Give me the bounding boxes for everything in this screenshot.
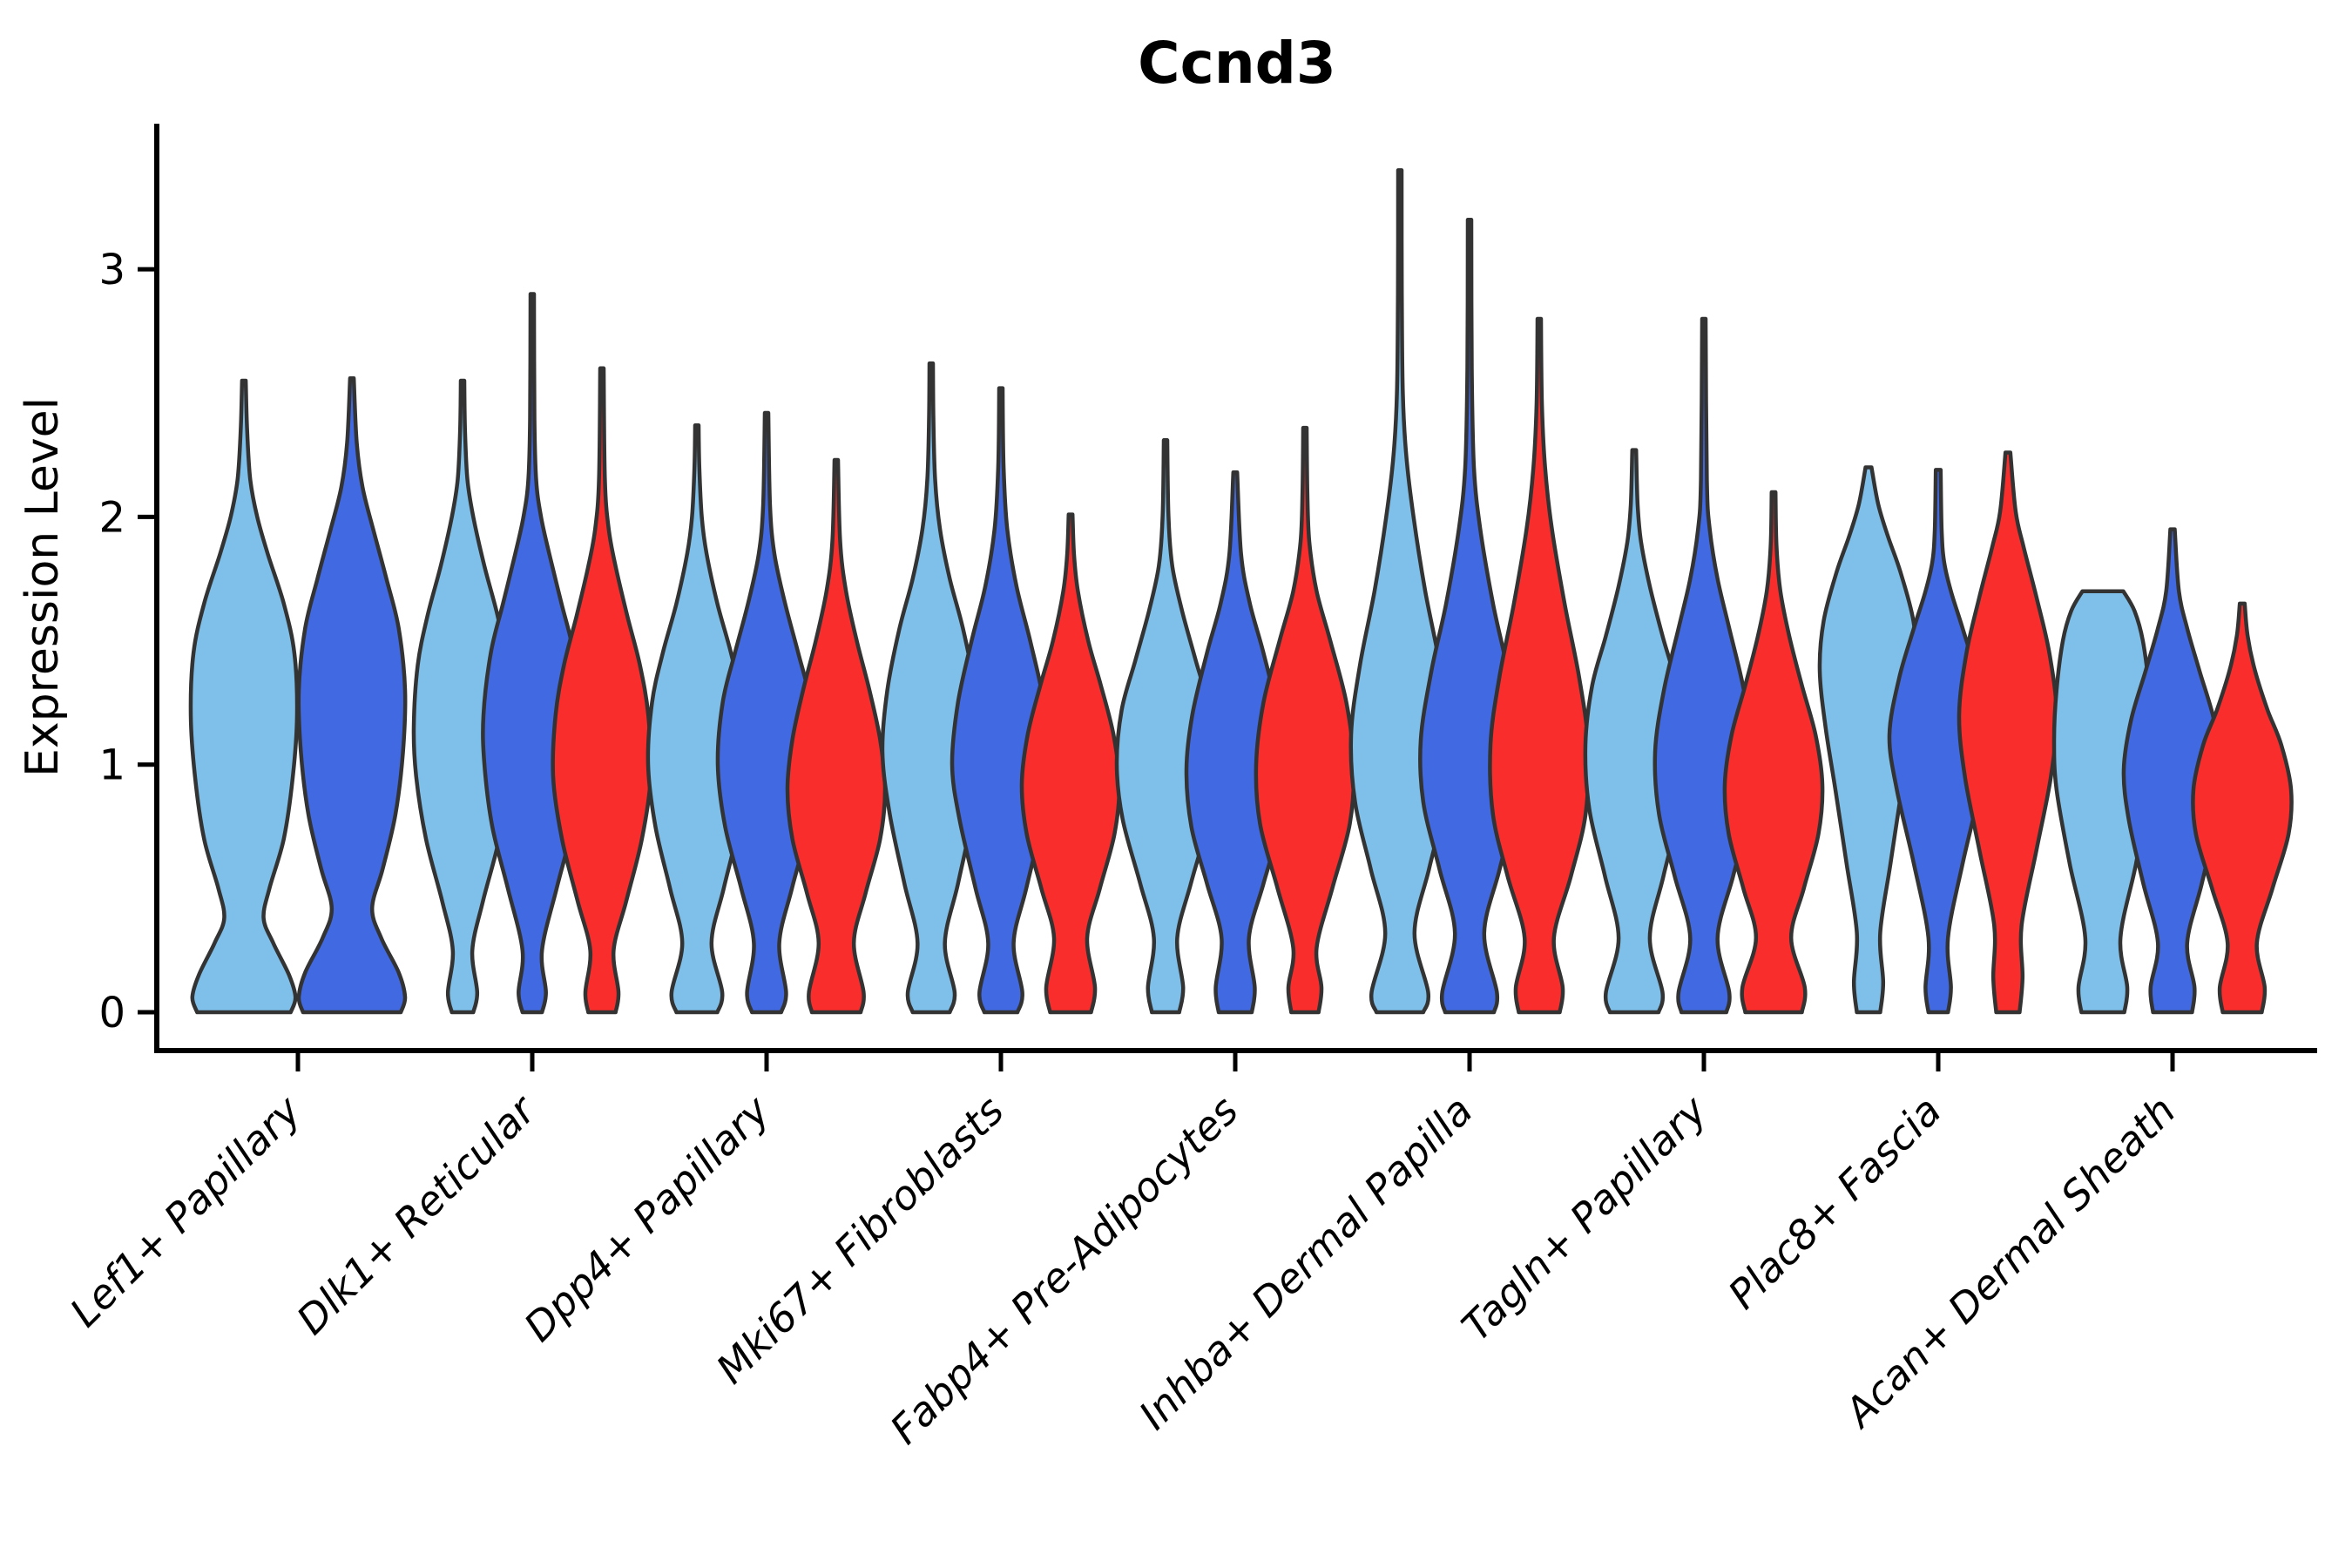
chart-title: Ccnd3 [1138,30,1336,97]
x-tick-label: Dlk1+ Reticular [287,1085,546,1343]
violin-lightblue [1817,465,1920,1015]
violin-red [1488,316,1591,1015]
violin-red [1957,450,2059,1015]
y-tick-label: 2 [98,493,125,542]
violin-red [2191,601,2294,1015]
y-tick-label: 0 [98,989,125,1037]
x-tick-label: Plac8+ Fascia [1719,1087,1950,1318]
x-tick-label: Lef1+ Papillary [61,1086,310,1335]
violin-red [1722,490,1825,1015]
x-tick-label: Tagln+ Papillary [1452,1086,1716,1350]
violin-blue [296,375,408,1015]
violin-red [785,457,888,1015]
violin-layer [188,168,2294,1015]
y-axis-label: Expression Level [17,397,69,777]
y-tick-label: 1 [98,741,125,790]
violin-red [1254,425,1356,1015]
violin-red [1019,512,1122,1015]
violin-blue [1652,316,1755,1015]
violin-lightblue [2051,589,2154,1015]
violin-lightblue [188,378,300,1015]
violin-lightblue [1348,168,1451,1015]
x-tick-label: Dpp4+ Papillary [515,1086,779,1350]
violin-blue [1417,217,1522,1015]
y-tick-label: 3 [98,246,125,294]
violin-red [551,366,653,1015]
